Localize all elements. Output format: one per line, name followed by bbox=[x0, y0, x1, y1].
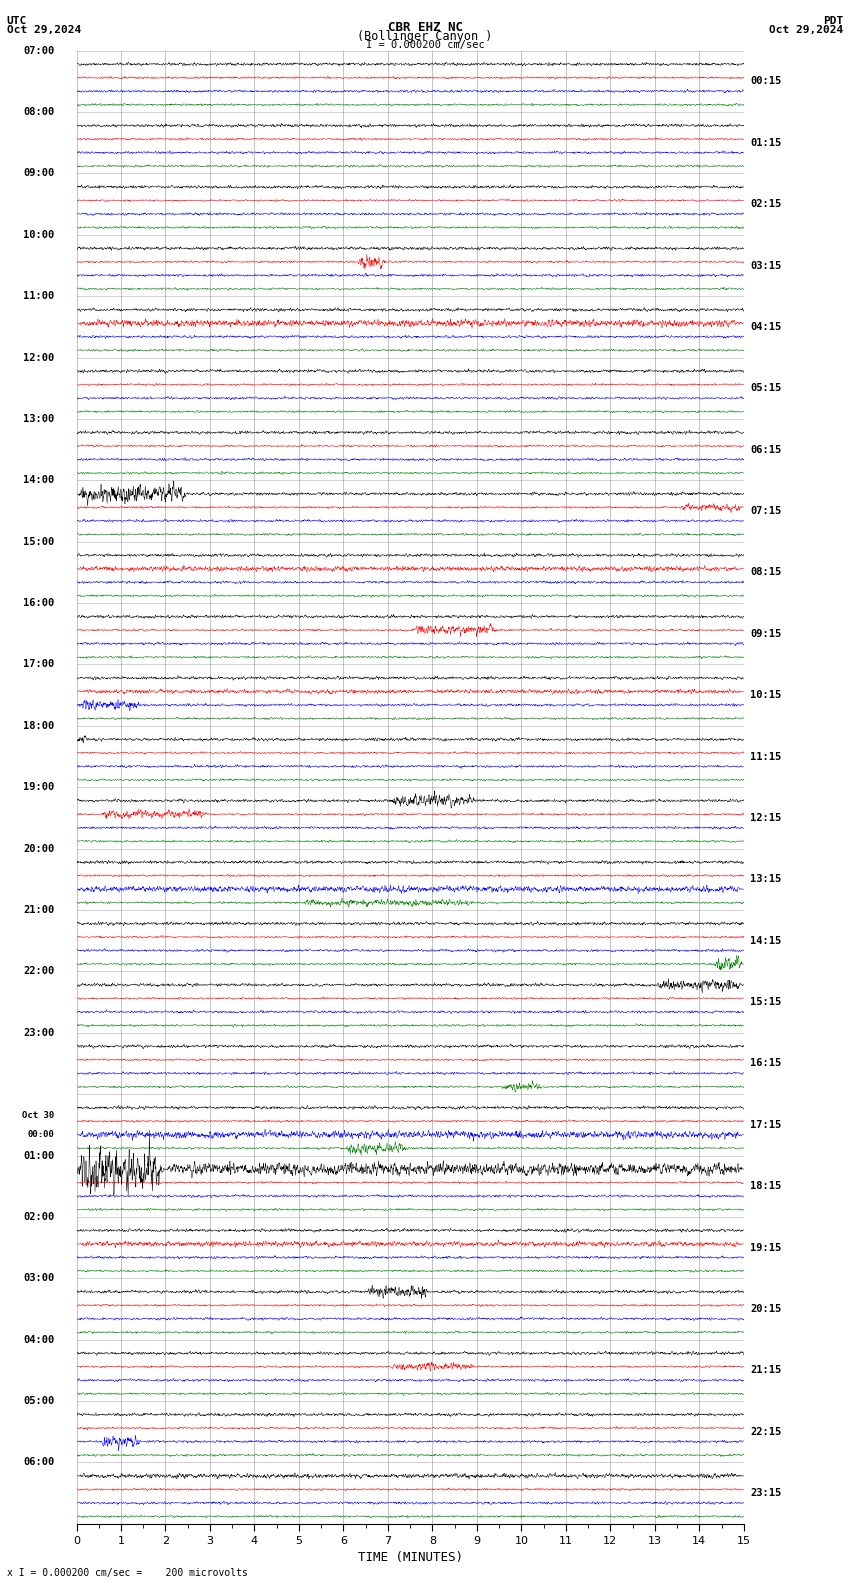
Text: PDT: PDT bbox=[823, 16, 843, 25]
Text: 06:15: 06:15 bbox=[751, 445, 782, 455]
Text: 23:15: 23:15 bbox=[751, 1487, 782, 1498]
Text: x I = 0.000200 cm/sec =    200 microvolts: x I = 0.000200 cm/sec = 200 microvolts bbox=[7, 1568, 247, 1578]
Text: 12:15: 12:15 bbox=[751, 813, 782, 824]
Text: CBR EHZ NC: CBR EHZ NC bbox=[388, 21, 462, 33]
Text: 06:00: 06:00 bbox=[23, 1457, 54, 1467]
Text: 02:00: 02:00 bbox=[23, 1212, 54, 1221]
Text: 10:00: 10:00 bbox=[23, 230, 54, 239]
Text: 15:15: 15:15 bbox=[751, 996, 782, 1007]
Text: 07:00: 07:00 bbox=[23, 46, 54, 55]
Text: 17:00: 17:00 bbox=[23, 659, 54, 670]
Text: 20:00: 20:00 bbox=[23, 844, 54, 854]
Text: Oct 29,2024: Oct 29,2024 bbox=[7, 25, 81, 35]
Text: 04:00: 04:00 bbox=[23, 1335, 54, 1345]
Text: 18:00: 18:00 bbox=[23, 721, 54, 730]
Text: Oct 29,2024: Oct 29,2024 bbox=[769, 25, 843, 35]
Text: 22:00: 22:00 bbox=[23, 966, 54, 976]
Text: 05:15: 05:15 bbox=[751, 383, 782, 393]
Text: 08:15: 08:15 bbox=[751, 567, 782, 578]
Text: 14:15: 14:15 bbox=[751, 936, 782, 946]
Text: 07:15: 07:15 bbox=[751, 505, 782, 516]
Text: I = 0.000200 cm/sec: I = 0.000200 cm/sec bbox=[366, 40, 484, 49]
Text: 12:00: 12:00 bbox=[23, 353, 54, 363]
Text: 04:15: 04:15 bbox=[751, 322, 782, 333]
Text: 21:15: 21:15 bbox=[751, 1365, 782, 1375]
Text: 16:15: 16:15 bbox=[751, 1058, 782, 1069]
Text: 19:00: 19:00 bbox=[23, 782, 54, 792]
Text: 00:00: 00:00 bbox=[27, 1129, 54, 1139]
Text: 13:00: 13:00 bbox=[23, 413, 54, 425]
Text: 17:15: 17:15 bbox=[751, 1120, 782, 1129]
Text: 11:15: 11:15 bbox=[751, 751, 782, 762]
Text: 16:00: 16:00 bbox=[23, 599, 54, 608]
Text: 15:00: 15:00 bbox=[23, 537, 54, 546]
Text: 05:00: 05:00 bbox=[23, 1396, 54, 1407]
X-axis label: TIME (MINUTES): TIME (MINUTES) bbox=[358, 1551, 462, 1563]
Text: 01:00: 01:00 bbox=[23, 1150, 54, 1161]
Text: 22:15: 22:15 bbox=[751, 1427, 782, 1437]
Text: 03:00: 03:00 bbox=[23, 1274, 54, 1283]
Text: Oct 30: Oct 30 bbox=[22, 1110, 54, 1120]
Text: 14:00: 14:00 bbox=[23, 475, 54, 485]
Text: 00:15: 00:15 bbox=[751, 76, 782, 87]
Text: 08:00: 08:00 bbox=[23, 108, 54, 117]
Text: 02:15: 02:15 bbox=[751, 200, 782, 209]
Text: 19:15: 19:15 bbox=[751, 1242, 782, 1253]
Text: 13:15: 13:15 bbox=[751, 874, 782, 884]
Text: 21:00: 21:00 bbox=[23, 904, 54, 916]
Text: UTC: UTC bbox=[7, 16, 27, 25]
Text: 11:00: 11:00 bbox=[23, 291, 54, 301]
Text: 23:00: 23:00 bbox=[23, 1028, 54, 1038]
Text: 18:15: 18:15 bbox=[751, 1182, 782, 1191]
Text: 09:15: 09:15 bbox=[751, 629, 782, 638]
Text: 01:15: 01:15 bbox=[751, 138, 782, 147]
Text: (Bollinger Canyon ): (Bollinger Canyon ) bbox=[357, 30, 493, 43]
Text: 20:15: 20:15 bbox=[751, 1304, 782, 1315]
Text: 03:15: 03:15 bbox=[751, 260, 782, 271]
Text: 09:00: 09:00 bbox=[23, 168, 54, 179]
Text: 10:15: 10:15 bbox=[751, 691, 782, 700]
